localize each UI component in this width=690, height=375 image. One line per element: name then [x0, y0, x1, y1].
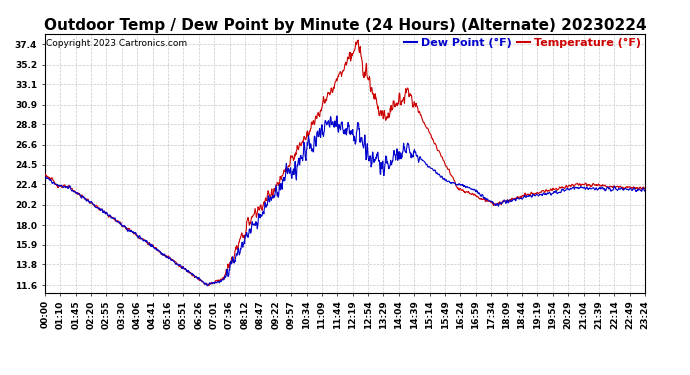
Text: Copyright 2023 Cartronics.com: Copyright 2023 Cartronics.com — [46, 39, 187, 48]
Title: Outdoor Temp / Dew Point by Minute (24 Hours) (Alternate) 20230224: Outdoor Temp / Dew Point by Minute (24 H… — [43, 18, 647, 33]
Legend: Dew Point (°F), Temperature (°F): Dew Point (°F), Temperature (°F) — [400, 34, 645, 53]
